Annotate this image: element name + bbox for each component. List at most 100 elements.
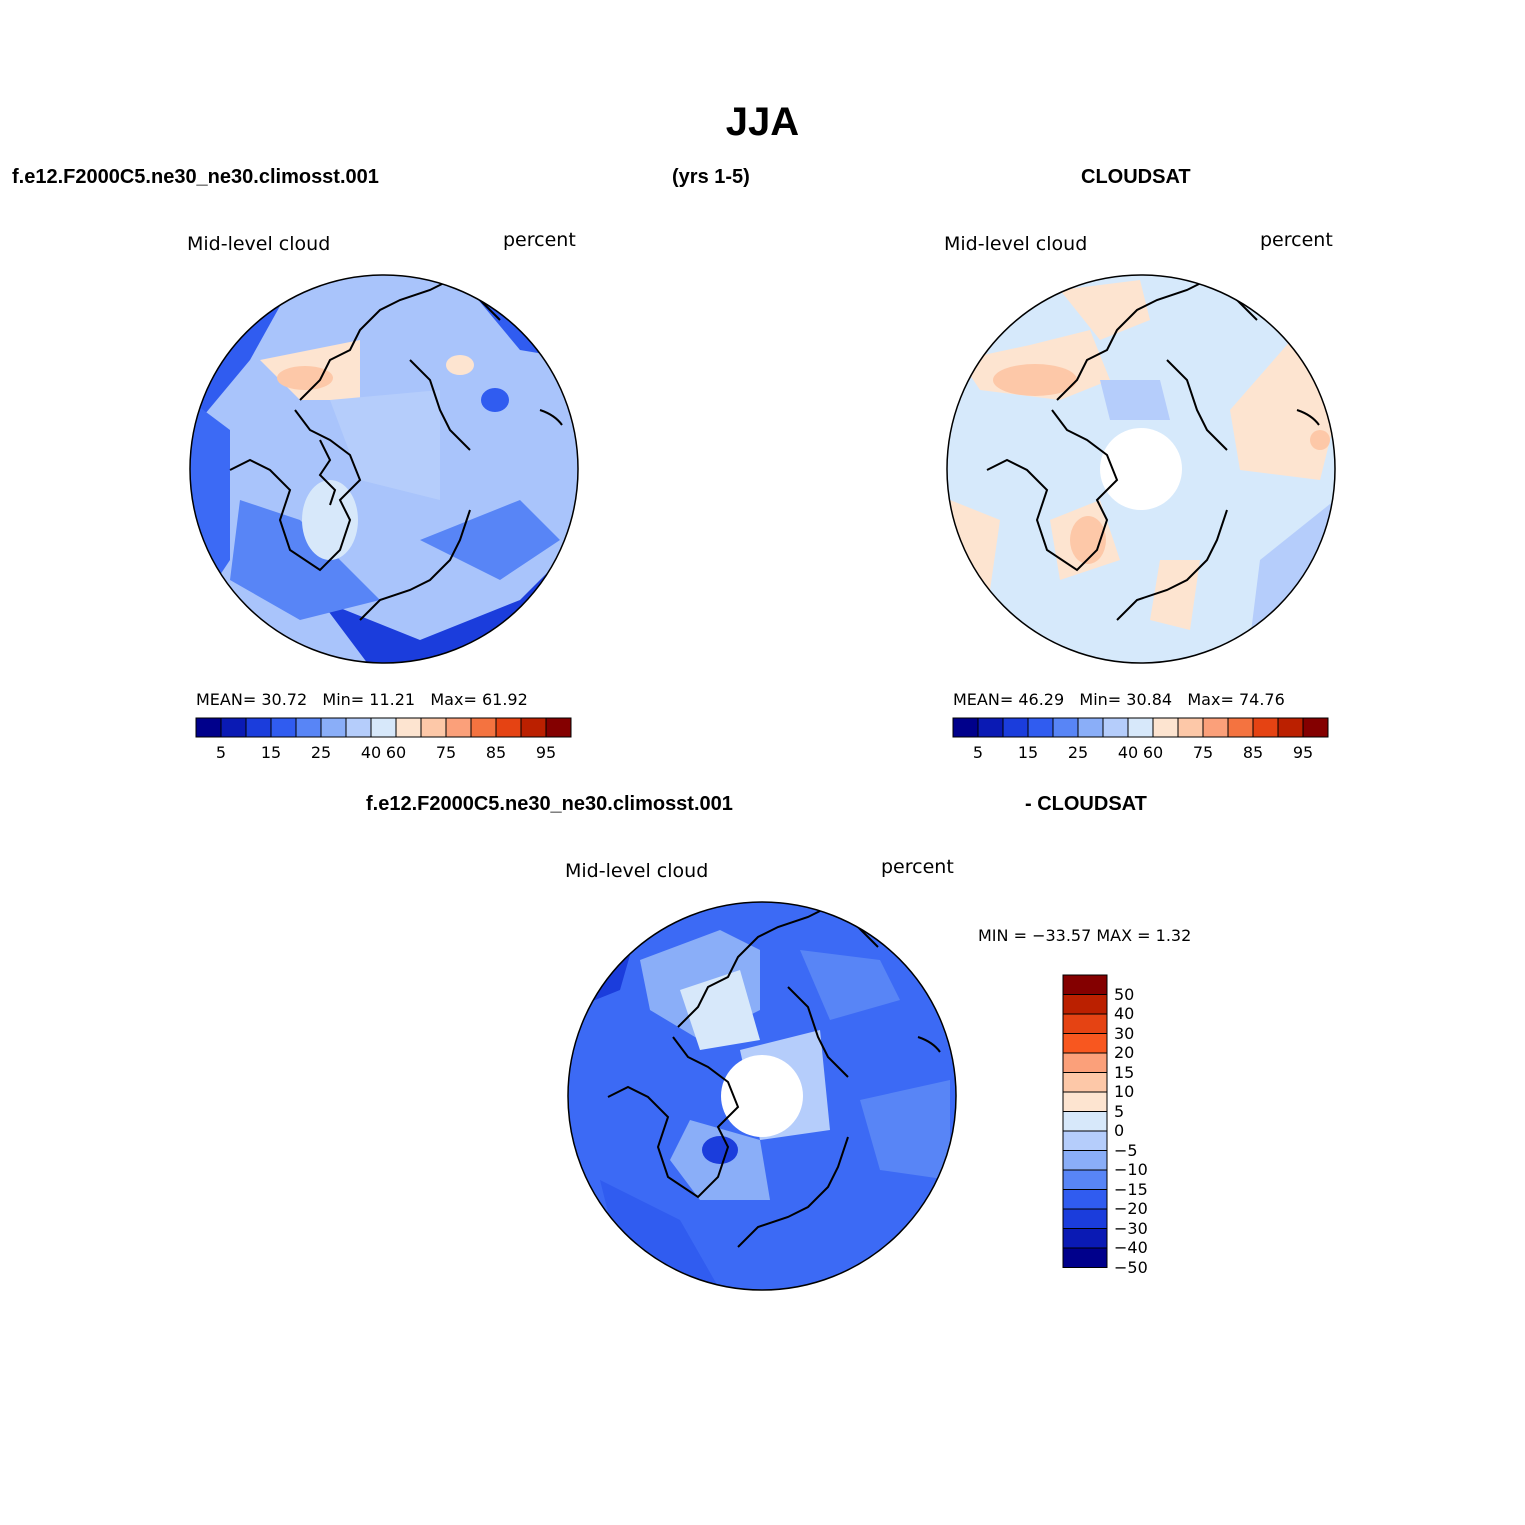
colorbar-tick-label: 85 [1242, 743, 1264, 762]
obs-units-label: percent [1260, 229, 1333, 251]
colorbar-tick-label: −30 [1114, 1218, 1148, 1238]
obs-min-label: Min= [1079, 690, 1122, 709]
colorbar-tick-label: −50 [1114, 1257, 1148, 1277]
colorbar-tick-label: 25 [310, 743, 332, 762]
colorbar-tick-label: 85 [485, 743, 507, 762]
colorbar-tick-label: 25 [1067, 743, 1089, 762]
model-mean-label: MEAN= [196, 690, 257, 709]
colorbar-swatch [1062, 1247, 1108, 1268]
colorbar-swatch [1062, 1091, 1108, 1112]
diff-obs-header: - CLOUDSAT [1025, 793, 1147, 815]
colorbar-swatch [1152, 717, 1179, 738]
obs-colorbar [952, 717, 1329, 738]
colorbar-swatch [1027, 717, 1054, 738]
colorbar-tick-label: −20 [1114, 1199, 1148, 1218]
colorbar-swatch [320, 717, 347, 738]
colorbar-swatch [1127, 717, 1154, 738]
colorbar-tick-label: 20 [1114, 1043, 1135, 1062]
colorbar-swatch [1277, 717, 1304, 738]
colorbar-swatch [1177, 717, 1204, 738]
colorbar-tick-label: −15 [1114, 1179, 1148, 1199]
model-max-label: Max= [430, 690, 477, 709]
colorbar-swatch [495, 717, 522, 738]
model-mean-value: 30.72 [261, 690, 308, 709]
obs-pole-hole [1100, 428, 1182, 510]
colorbar-swatch [445, 717, 472, 738]
obs-max-value: 74.76 [1238, 690, 1285, 709]
colorbar-tick-label: 5 [972, 743, 984, 762]
colorbar-tick-label: 10 [1114, 1082, 1135, 1101]
colorbar-swatch [195, 717, 222, 738]
diff-units-label: percent [881, 856, 954, 878]
colorbar-tick-label: −40 [1114, 1238, 1148, 1257]
colorbar-swatch [1062, 1228, 1108, 1249]
colorbar-swatch [1062, 1013, 1108, 1034]
model-case-header: f.e12.F2000C5.ne30_ne30.climosst.001 [12, 166, 379, 188]
colorbar-swatch [1002, 717, 1029, 738]
colorbar-swatch [520, 717, 547, 738]
obs-coastlines [986, 278, 1320, 621]
colorbar-tick-label: 40 [1114, 1004, 1135, 1023]
diff-case-header: f.e12.F2000C5.ne30_ne30.climosst.001 [366, 793, 733, 815]
colorbar-swatch [1062, 974, 1108, 995]
colorbar-swatch [1077, 717, 1104, 738]
colorbar-swatch [1062, 1189, 1108, 1210]
obs-min-value: 30.84 [1126, 690, 1173, 709]
diff-colorbar [1062, 974, 1108, 1268]
colorbar-tick-label: 75 [1192, 743, 1214, 762]
model-min-label: Min= [322, 690, 365, 709]
colorbar-swatch [420, 717, 447, 738]
colorbar-swatch [977, 717, 1004, 738]
colorbar-swatch [1062, 1208, 1108, 1229]
colorbar-tick-label: 15 [260, 743, 282, 762]
colorbar-tick-label: 50 [1114, 984, 1135, 1004]
colorbar-swatch [1062, 1111, 1108, 1132]
colorbar-tick-label: 40 [1117, 743, 1139, 762]
colorbar-swatch [295, 717, 322, 738]
colorbar-swatch [1102, 717, 1129, 738]
colorbar-swatch [1202, 717, 1229, 738]
colorbar-swatch [952, 717, 979, 738]
colorbar-tick-label: 15 [1114, 1062, 1135, 1082]
colorbar-swatch [470, 717, 497, 738]
colorbar-swatch [1252, 717, 1279, 738]
obs-stats: MEAN= 46.29 Min= 30.84 Max= 74.76 [953, 690, 1285, 709]
model-min-value: 11.21 [369, 690, 416, 709]
model-stats: MEAN= 30.72 Min= 11.21 Max= 61.92 [196, 690, 528, 709]
obs-mean-label: MEAN= [953, 690, 1014, 709]
diff-pole-hole [721, 1055, 803, 1137]
colorbar-swatch [245, 717, 272, 738]
colorbar-tick-label: 5 [215, 743, 227, 762]
colorbar-swatch [220, 717, 247, 738]
model-variable-label: Mid-level cloud [187, 233, 331, 255]
colorbar-swatch [1062, 1169, 1108, 1190]
diff-variable-label: Mid-level cloud [565, 860, 709, 882]
obs-variable-label: Mid-level cloud [944, 233, 1088, 255]
colorbar-tick-label: −5 [1114, 1140, 1138, 1160]
colorbar-tick-label: −10 [1114, 1160, 1148, 1179]
colorbar-tick-label: 15 [1017, 743, 1039, 762]
figure-title: JJA [725, 100, 800, 144]
colorbar-tick-label: 95 [1292, 743, 1314, 762]
colorbar-swatch [1302, 717, 1329, 738]
model-max-value: 61.92 [481, 690, 528, 709]
diff-minmax: MIN = −33.57 MAX = 1.32 [978, 926, 1192, 945]
colorbar-tick-label: 30 [1114, 1023, 1135, 1043]
obs-header: CLOUDSAT [1081, 166, 1191, 188]
colorbar-tick-label: 60 [1142, 743, 1164, 762]
colorbar-swatch [1062, 1072, 1108, 1093]
obs-max-label: Max= [1187, 690, 1234, 709]
colorbar-tick-label: 40 [360, 743, 382, 762]
colorbar-swatch [545, 717, 572, 738]
colorbar-swatch [1227, 717, 1254, 738]
colorbar-swatch [1062, 1150, 1108, 1171]
colorbar-swatch [1062, 1033, 1108, 1054]
colorbar-tick-label: 5 [1114, 1101, 1125, 1121]
model-units-label: percent [503, 229, 576, 251]
model-colorbar [195, 717, 572, 738]
years-header: (yrs 1-5) [672, 166, 750, 188]
colorbar-swatch [270, 717, 297, 738]
colorbar-tick-label: 0 [1114, 1121, 1125, 1140]
colorbar-swatch [1052, 717, 1079, 738]
